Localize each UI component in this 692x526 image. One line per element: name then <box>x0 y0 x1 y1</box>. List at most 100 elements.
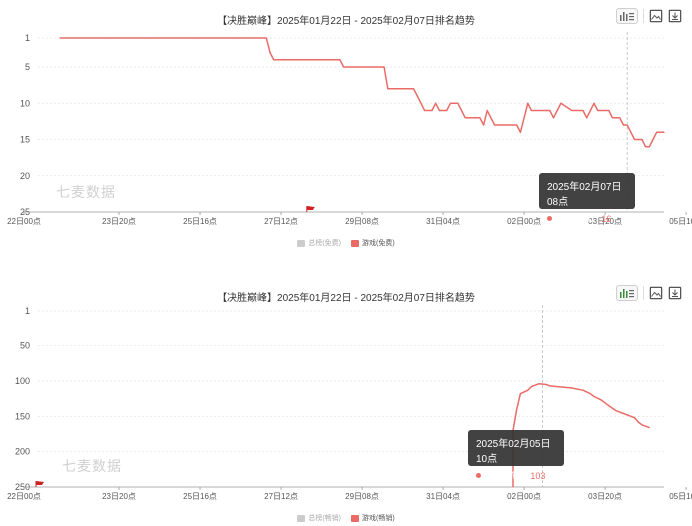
save-image-button[interactable] <box>649 286 663 300</box>
data-point[interactable] <box>420 102 422 104</box>
data-point[interactable] <box>479 117 481 119</box>
data-point[interactable] <box>530 386 533 388</box>
data-point[interactable] <box>516 408 518 410</box>
data-point[interactable] <box>633 138 636 141</box>
data-point[interactable] <box>516 124 518 126</box>
data-point[interactable] <box>663 131 665 133</box>
data-point[interactable] <box>192 37 194 39</box>
data-point[interactable] <box>265 37 267 39</box>
legend-item-games[interactable]: 游戏(畅销) <box>351 513 395 523</box>
legend-item-games[interactable]: 游戏(免费) <box>351 238 395 248</box>
data-point[interactable] <box>435 102 437 104</box>
data-point[interactable] <box>560 102 562 104</box>
data-point[interactable] <box>483 124 485 126</box>
data-point[interactable] <box>608 109 610 112</box>
data-point[interactable] <box>626 414 628 416</box>
data-point[interactable] <box>147 37 150 39</box>
data-point[interactable] <box>508 124 510 126</box>
data-point[interactable] <box>236 37 238 39</box>
data-point[interactable] <box>552 117 555 119</box>
data-point[interactable] <box>597 109 599 112</box>
data-point[interactable] <box>523 117 525 119</box>
data-point[interactable] <box>519 131 522 133</box>
data-point[interactable] <box>545 109 547 112</box>
data-point[interactable] <box>424 109 426 112</box>
data-point[interactable] <box>656 131 658 133</box>
data-point[interactable] <box>343 66 345 68</box>
data-point[interactable] <box>593 102 595 104</box>
data-point[interactable] <box>530 109 533 112</box>
update-flag-icon[interactable]: 版本更新 <box>35 481 44 487</box>
data-point[interactable] <box>586 117 588 119</box>
data-point[interactable] <box>545 383 547 386</box>
data-point[interactable] <box>527 102 529 104</box>
chart-type-toggle-button[interactable] <box>616 8 638 24</box>
data-point[interactable] <box>512 486 514 488</box>
data-point[interactable] <box>339 59 341 61</box>
data-point[interactable] <box>490 117 492 119</box>
data-point[interactable] <box>538 383 540 385</box>
data-point[interactable] <box>615 410 617 412</box>
data-point[interactable] <box>582 389 584 391</box>
data-point[interactable] <box>486 109 488 112</box>
data-point[interactable] <box>571 387 573 389</box>
data-point[interactable] <box>641 138 643 141</box>
data-point[interactable] <box>405 88 407 90</box>
data-point[interactable] <box>534 384 536 386</box>
data-point[interactable] <box>295 59 297 61</box>
data-point[interactable] <box>269 51 271 54</box>
legend-item-overall[interactable]: 总榜(畅销) <box>297 513 341 523</box>
data-point[interactable] <box>431 109 433 112</box>
data-point[interactable] <box>589 393 592 395</box>
data-point[interactable] <box>645 146 647 148</box>
data-point[interactable] <box>449 102 451 104</box>
data-point[interactable] <box>438 109 440 112</box>
data-point[interactable] <box>630 131 632 133</box>
data-point[interactable] <box>556 386 558 388</box>
data-point[interactable] <box>611 117 614 119</box>
data-point[interactable] <box>571 109 573 112</box>
data-point[interactable] <box>633 417 636 419</box>
data-point[interactable] <box>103 37 105 39</box>
data-point[interactable] <box>383 66 385 68</box>
data-point[interactable] <box>379 66 382 68</box>
data-point[interactable] <box>622 412 625 415</box>
data-point[interactable] <box>648 146 650 148</box>
data-point[interactable] <box>519 393 522 395</box>
data-point[interactable] <box>593 395 595 398</box>
data-point[interactable] <box>600 399 603 401</box>
data-point[interactable] <box>273 59 275 61</box>
download-button[interactable] <box>668 9 682 23</box>
data-point[interactable] <box>387 88 389 90</box>
data-point[interactable] <box>608 405 610 407</box>
data-point[interactable] <box>622 124 625 126</box>
data-point[interactable] <box>59 37 61 39</box>
data-point[interactable] <box>494 124 496 126</box>
data-point[interactable] <box>317 59 319 61</box>
data-point[interactable] <box>361 66 363 68</box>
data-point[interactable] <box>648 427 650 429</box>
data-point[interactable] <box>527 389 529 391</box>
data-point[interactable] <box>416 95 418 97</box>
data-point[interactable] <box>582 109 584 112</box>
download-button[interactable] <box>668 286 682 300</box>
legend-item-overall[interactable]: 总榜(免费) <box>297 238 341 248</box>
data-point[interactable] <box>589 109 592 112</box>
data-point[interactable] <box>652 138 654 141</box>
data-point[interactable] <box>549 385 551 387</box>
data-point[interactable] <box>637 421 639 423</box>
chart-type-toggle-button[interactable] <box>616 285 638 301</box>
data-point[interactable] <box>549 109 551 112</box>
data-point[interactable] <box>460 109 463 112</box>
data-point[interactable] <box>464 117 466 119</box>
update-flag-icon[interactable]: 版本更新 <box>306 206 315 212</box>
data-point[interactable] <box>641 424 643 426</box>
data-point[interactable] <box>471 117 474 119</box>
data-point[interactable] <box>446 109 448 112</box>
data-point[interactable] <box>457 102 459 104</box>
data-point[interactable] <box>413 88 415 90</box>
save-image-button[interactable] <box>649 9 663 23</box>
data-point[interactable] <box>556 109 558 112</box>
data-point[interactable] <box>619 117 621 119</box>
data-point[interactable] <box>637 138 639 141</box>
